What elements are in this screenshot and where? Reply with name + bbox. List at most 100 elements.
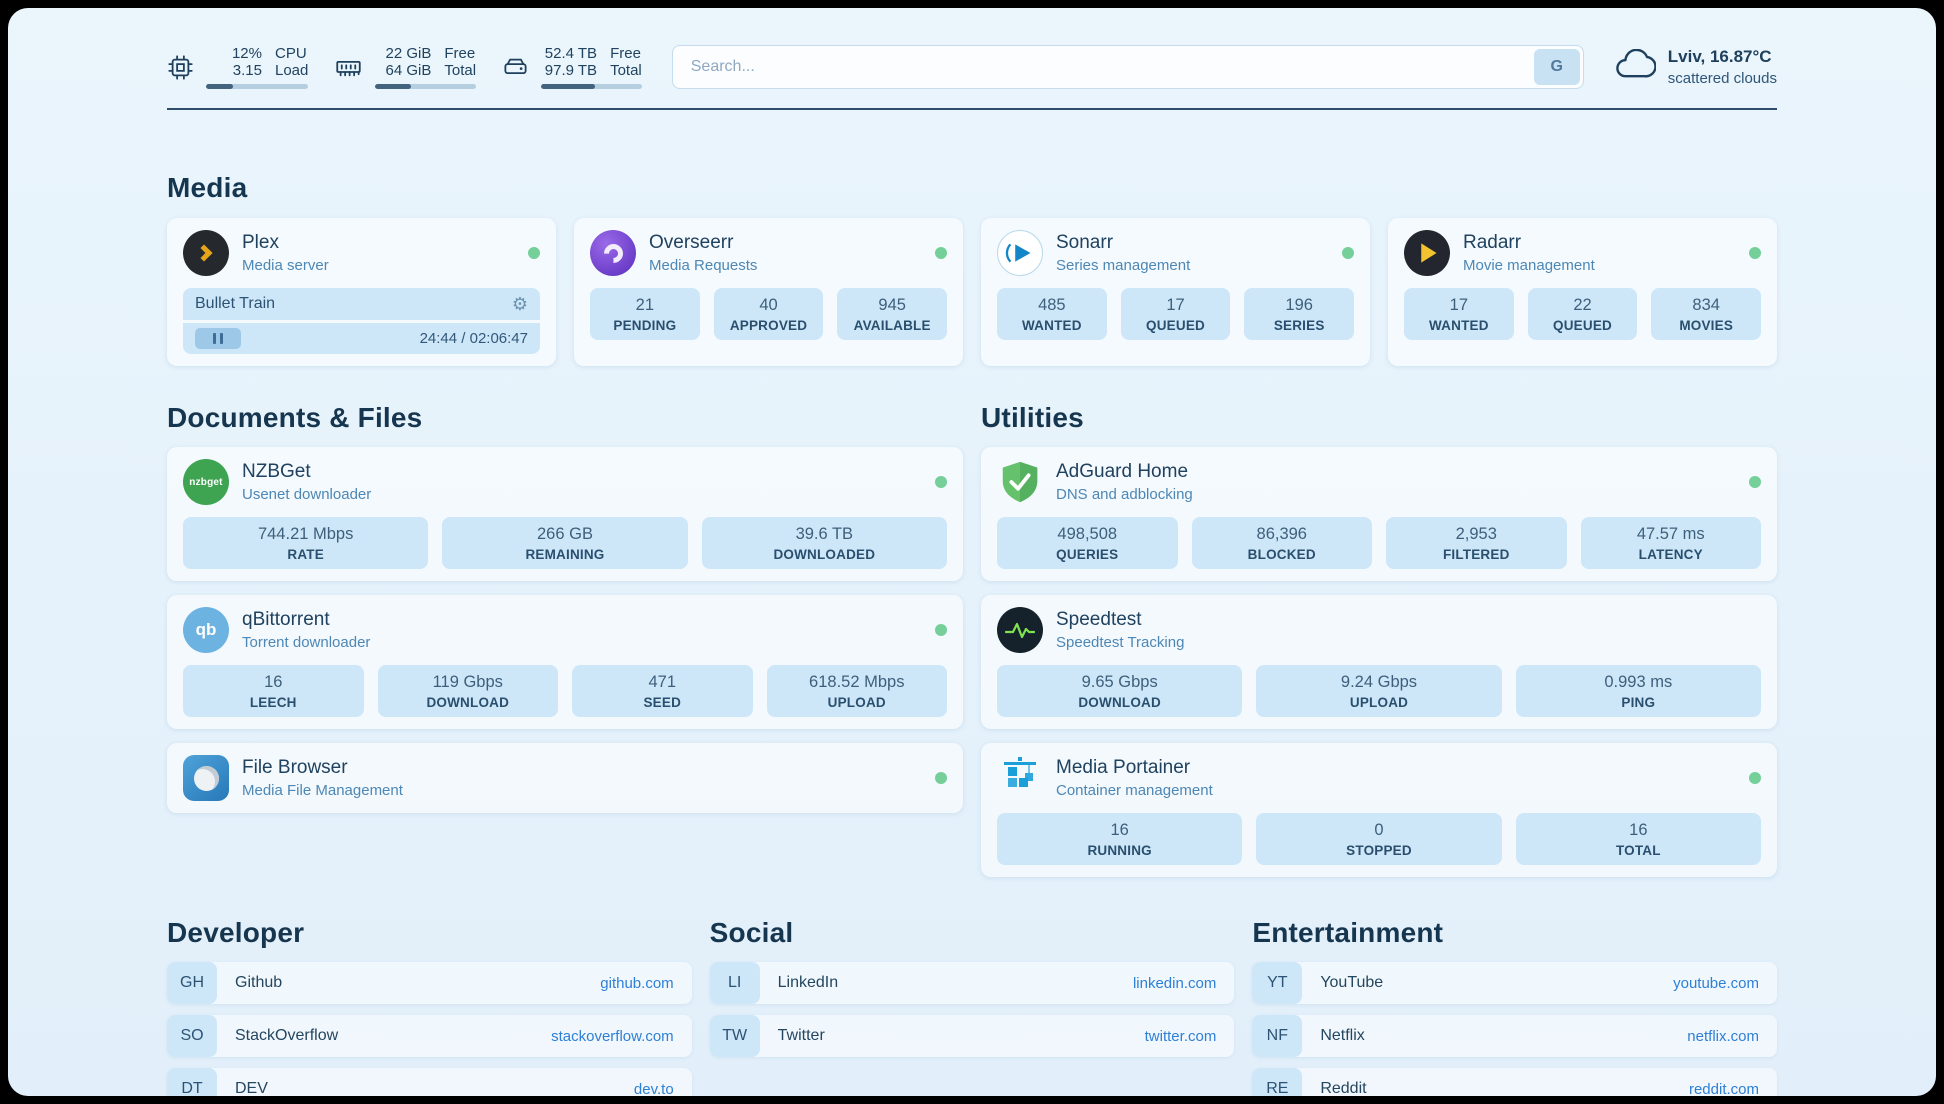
- bookmark-stackoverflow[interactable]: SO StackOverflow stackoverflow.com: [167, 1015, 692, 1057]
- gear-icon[interactable]: ⚙: [511, 294, 528, 314]
- stat-label: STOPPED: [1346, 843, 1412, 858]
- bookmark-twitter[interactable]: TW Twitter twitter.com: [709, 1015, 1235, 1057]
- cpu-progress-bar: [206, 84, 309, 89]
- stat-label: FILTERED: [1442, 547, 1510, 562]
- weather-location: Lviv, 16.87°C: [1667, 47, 1772, 66]
- stat-label: REMAINING: [525, 547, 605, 562]
- service-description: Movie management: [1463, 257, 1595, 274]
- stat-label: LEECH: [249, 695, 297, 710]
- service-description: Speedtest Tracking: [1056, 634, 1185, 651]
- search-provider-button[interactable]: G: [1533, 49, 1580, 85]
- stat-value: 266 GB: [537, 525, 593, 543]
- bookmark-linkedin[interactable]: LI LinkedIn linkedin.com: [709, 962, 1235, 1004]
- service-card-speedtest[interactable]: Speedtest Speedtest Tracking 9.65 Gbps D…: [981, 595, 1777, 729]
- bookmark-name: Github: [235, 974, 283, 991]
- stat-label: RUNNING: [1087, 843, 1152, 858]
- stat-value: 16: [1110, 821, 1129, 839]
- bookmark-url[interactable]: youtube.com: [1673, 974, 1759, 992]
- section-developer: Developer GH Github github.com SO StackO…: [167, 917, 692, 1096]
- stat-value: 40: [759, 296, 778, 314]
- service-name: Sonarr: [1056, 232, 1114, 253]
- disk-free-value: 52.4 TB: [544, 45, 598, 62]
- stat-wanted: 17 WANTED: [1404, 288, 1514, 340]
- service-description: Series management: [1056, 257, 1191, 274]
- cpu-usage-value: 12%: [231, 45, 262, 62]
- stat-total: 16 TOTAL: [1515, 813, 1761, 865]
- stat-value: 0: [1374, 821, 1384, 839]
- service-name: File Browser: [242, 757, 348, 778]
- service-description: Torrent downloader: [242, 634, 371, 651]
- bookmark-url[interactable]: linkedin.com: [1132, 974, 1217, 992]
- status-dot: [935, 476, 947, 488]
- disk-free-label: Free: [610, 45, 641, 62]
- stat-queued: 17 QUEUED: [1120, 288, 1231, 340]
- service-card-plex[interactable]: Plex Media server Bullet Train ⚙ 24:44 /…: [167, 218, 556, 366]
- stat-ping: 0.993 ms PING: [1515, 665, 1761, 717]
- status-dot: [1342, 247, 1354, 259]
- stat-label: QUEUED: [1553, 318, 1612, 333]
- bookmark-url[interactable]: netflix.com: [1687, 1027, 1759, 1045]
- memory-free-label: Free: [444, 45, 476, 62]
- bookmark-url[interactable]: github.com: [600, 974, 674, 992]
- service-card-qbittorrent[interactable]: qb qBittorrent Torrent downloader 16 LEE…: [167, 595, 963, 729]
- bookmark-youtube[interactable]: YT YouTube youtube.com: [1252, 962, 1777, 1004]
- bookmark-name: StackOverflow: [235, 1027, 339, 1044]
- bookmark-dev[interactable]: DT DEV dev.to: [167, 1068, 692, 1096]
- stat-label: BLOCKED: [1247, 547, 1316, 562]
- search-input[interactable]: [672, 46, 1531, 88]
- stat-value: 945: [878, 296, 906, 314]
- bookmark-url[interactable]: twitter.com: [1144, 1027, 1217, 1045]
- stat-label: SERIES: [1273, 318, 1325, 333]
- bookmark-github[interactable]: GH Github github.com: [167, 962, 692, 1004]
- stat-label: TOTAL: [1615, 843, 1661, 858]
- stat-value: 2,953: [1455, 525, 1497, 543]
- memory-widget: 22 GiB Free 64 GiB Total: [334, 45, 477, 89]
- stat-pending: 21 PENDING: [590, 288, 700, 340]
- stat-download: 9.65 Gbps DOWNLOAD: [997, 665, 1243, 717]
- stat-queries: 498,508 QUERIES: [997, 517, 1178, 569]
- disk-total-label: Total: [610, 62, 642, 79]
- bookmark-abbr: YT: [1252, 962, 1303, 1004]
- disk-widget: 52.4 TB Free 97.9 TB Total: [502, 45, 642, 89]
- stat-filtered: 2,953 FILTERED: [1386, 517, 1567, 569]
- service-name: AdGuard Home: [1056, 461, 1189, 482]
- qbittorrent-icon: qb: [183, 607, 229, 653]
- stat-upload: 9.24 Gbps UPLOAD: [1256, 665, 1502, 717]
- stat-value: 17: [1166, 296, 1185, 314]
- service-card-portainer[interactable]: Media Portainer Container management 16 …: [981, 743, 1777, 877]
- bookmark-name: Netflix: [1320, 1027, 1365, 1044]
- stat-value: 86,396: [1256, 525, 1307, 543]
- service-card-radarr[interactable]: Radarr Movie management 17 WANTED 22 QUE…: [1388, 218, 1777, 366]
- stat-rate: 744.21 Mbps RATE: [183, 517, 429, 569]
- status-dot: [1749, 772, 1761, 784]
- stat-value: 9.24 Gbps: [1340, 673, 1418, 691]
- service-card-overseerr[interactable]: Overseerr Media Requests 21 PENDING 40 A…: [574, 218, 963, 366]
- bookmark-url[interactable]: stackoverflow.com: [551, 1027, 674, 1045]
- service-card-filebrowser[interactable]: File Browser Media File Management: [167, 743, 963, 813]
- bookmark-name: Reddit: [1320, 1080, 1367, 1096]
- status-dot: [528, 247, 540, 259]
- service-card-nzbget[interactable]: nzbget NZBGet Usenet downloader 744.21 M…: [167, 447, 963, 581]
- stat-label: QUEUED: [1146, 318, 1205, 333]
- overseerr-icon: [590, 230, 636, 276]
- stat-label: UPLOAD: [1349, 695, 1409, 710]
- pause-button[interactable]: [195, 328, 241, 349]
- bookmark-reddit[interactable]: RE Reddit reddit.com: [1252, 1068, 1777, 1096]
- dashboard-page: 12% CPU 3.15 Load 22 GiB Free 64 Gi: [8, 8, 1936, 1096]
- stat-value: 0.993 ms: [1604, 673, 1673, 691]
- bookmark-abbr: GH: [167, 962, 217, 1004]
- service-card-adguard[interactable]: AdGuard Home DNS and adblocking 498,508 …: [981, 447, 1777, 581]
- cpu-icon: [167, 54, 194, 81]
- stat-blocked: 86,396 BLOCKED: [1191, 517, 1372, 569]
- stat-label: WANTED: [1428, 318, 1489, 333]
- stat-remaining: 266 GB REMAINING: [442, 517, 688, 569]
- service-card-sonarr[interactable]: Sonarr Series management 485 WANTED 17 Q…: [981, 218, 1370, 366]
- bookmark-netflix[interactable]: NF Netflix netflix.com: [1252, 1015, 1777, 1057]
- stat-label: PING: [1621, 695, 1656, 710]
- stat-value: 471: [648, 673, 677, 691]
- stat-label: DOWNLOAD: [1078, 695, 1161, 710]
- stat-value: 22: [1573, 296, 1592, 314]
- service-name: Speedtest: [1056, 609, 1142, 630]
- bookmark-url[interactable]: dev.to: [633, 1080, 674, 1097]
- bookmark-url[interactable]: reddit.com: [1688, 1080, 1759, 1097]
